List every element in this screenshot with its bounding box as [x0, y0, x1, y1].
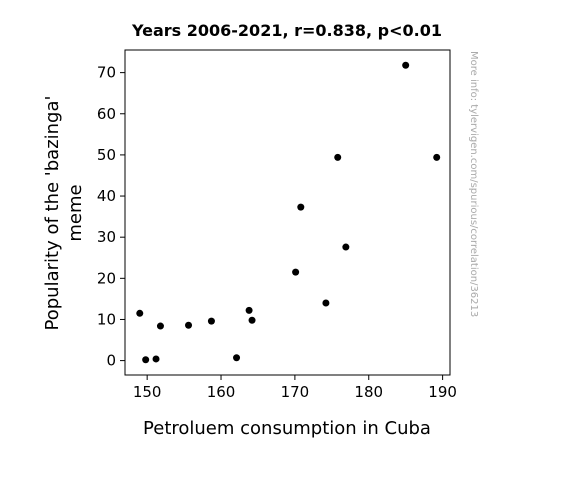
chart-title: Years 2006-2021, r=0.838, p<0.01 — [131, 21, 442, 40]
y-tick-label: 0 — [106, 352, 116, 370]
data-point — [342, 243, 350, 251]
y-axis: 0 10 20 30 40 50 60 70 — [97, 64, 125, 370]
x-axis: 150 160 170 180 190 — [133, 375, 457, 401]
y-tick-label: 70 — [97, 64, 116, 82]
y-axis-label-line1: Popularity of the 'bazinga' — [42, 96, 63, 331]
y-tick-label: 50 — [97, 146, 116, 164]
x-tick-label: 180 — [354, 383, 383, 401]
data-points — [136, 61, 441, 364]
y-axis-label-line2: meme — [65, 184, 86, 241]
data-point — [297, 203, 305, 211]
watermark-text: More info: tylervigen.com/spurious/corre… — [468, 51, 479, 317]
plot-area — [124, 49, 451, 376]
data-point — [142, 356, 150, 364]
x-axis-label: Petroluem consumption in Cuba — [143, 418, 431, 439]
data-point — [152, 355, 160, 363]
data-point — [292, 268, 300, 276]
y-tick-label: 60 — [97, 105, 116, 123]
y-tick-label: 40 — [97, 187, 116, 205]
x-tick-label: 160 — [207, 383, 236, 401]
data-point — [433, 153, 441, 161]
x-tick-label: 190 — [428, 383, 457, 401]
y-tick-label: 30 — [97, 228, 116, 246]
plot-frame — [124, 49, 451, 376]
data-point — [402, 61, 410, 69]
data-point — [185, 321, 193, 329]
data-point — [334, 153, 342, 161]
data-point — [233, 354, 241, 362]
data-point — [136, 309, 144, 317]
y-tick-label: 20 — [97, 269, 116, 287]
x-tick-label: 170 — [281, 383, 310, 401]
data-point — [156, 322, 164, 330]
data-point — [245, 306, 253, 314]
x-tick-label: 150 — [133, 383, 162, 401]
y-tick-label: 10 — [97, 310, 116, 328]
data-point — [207, 317, 215, 325]
data-point — [322, 299, 330, 307]
data-point — [248, 316, 256, 324]
